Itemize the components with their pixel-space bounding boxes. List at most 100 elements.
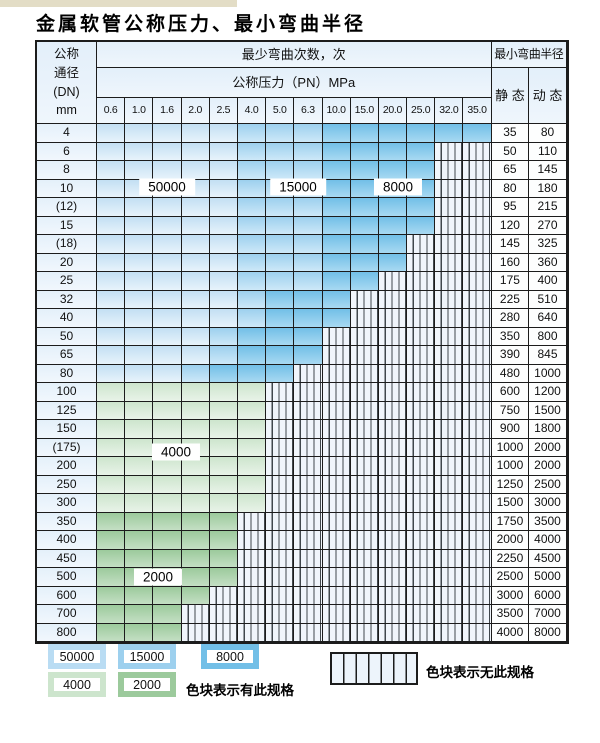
no-spec-cell xyxy=(407,586,436,605)
static-radius-cell: 280 xyxy=(491,309,530,328)
static-radius-cell: 1500 xyxy=(491,494,530,513)
static-radius-cell: 3000 xyxy=(491,586,530,605)
no-spec-cell xyxy=(237,605,267,624)
pressure-title-header: 公称压力（PN）MPa xyxy=(97,68,492,98)
cycle-cell-8000 xyxy=(322,290,351,309)
cycle-cell-4000 xyxy=(209,383,238,402)
dn-header-line: mm xyxy=(56,103,77,118)
cycle-cell-8000 xyxy=(407,124,436,143)
legend-swatch-4000: 4000 xyxy=(48,672,106,697)
no-spec-cell xyxy=(378,364,408,383)
dn-cell: 350 xyxy=(37,512,97,531)
no-spec-cell xyxy=(463,475,492,494)
cycle-cell-2000 xyxy=(125,549,154,568)
no-spec-cell xyxy=(294,401,323,420)
no-spec-cell xyxy=(350,586,379,605)
cycle-cell-8000 xyxy=(294,327,323,346)
no-spec-cell xyxy=(463,346,492,365)
no-spec-cell xyxy=(463,568,492,587)
cycle-cell-50000 xyxy=(153,364,182,383)
cycle-cell-8000 xyxy=(266,309,295,328)
cycle-cell-15000 xyxy=(237,253,267,272)
cycle-cell-4000 xyxy=(209,457,238,476)
cycle-cell-50000 xyxy=(209,161,238,180)
dn-cell: 8 xyxy=(37,161,97,180)
static-radius-cell: 35 xyxy=(491,124,530,143)
no-spec-cell xyxy=(266,512,295,531)
cycle-cell-4000 xyxy=(153,420,182,439)
cycle-cell-4000 xyxy=(125,383,154,402)
cycle-cell-50000 xyxy=(125,142,154,161)
cycle-cell-15000 xyxy=(237,272,267,291)
pressure-value-header: 20.0 xyxy=(378,98,408,124)
pressure-value-header: 1.0 xyxy=(125,98,154,124)
cycle-cell-2000 xyxy=(153,586,182,605)
no-spec-cell xyxy=(294,586,323,605)
cycle-cell-15000 xyxy=(209,327,238,346)
cycle-cell-2000 xyxy=(209,549,238,568)
no-spec-cell xyxy=(322,475,351,494)
cycle-cell-50000 xyxy=(125,327,154,346)
cycle-cell-2000 xyxy=(97,605,126,624)
cycle-cell-15000 xyxy=(237,216,267,235)
no-spec-cell xyxy=(266,586,295,605)
cycle-cell-50000 xyxy=(125,235,154,254)
cycle-cell-8000 xyxy=(407,216,436,235)
static-radius-cell: 50 xyxy=(491,142,530,161)
static-radius-cell: 480 xyxy=(491,364,530,383)
no-spec-cell xyxy=(378,290,408,309)
no-spec-cell xyxy=(463,586,492,605)
cycle-cell-2000 xyxy=(209,568,238,587)
cycle-cell-2000 xyxy=(125,586,154,605)
pressure-value-header: 4.0 xyxy=(237,98,267,124)
cycle-cell-50000 xyxy=(181,272,210,291)
cycle-cell-4000 xyxy=(125,475,154,494)
static-radius-cell: 175 xyxy=(491,272,530,291)
no-spec-cell xyxy=(294,457,323,476)
cycle-cell-50000 xyxy=(209,198,238,217)
cycle-cell-4000 xyxy=(181,475,210,494)
no-spec-cell xyxy=(463,438,492,457)
cycle-cell-50000 xyxy=(97,235,126,254)
no-spec-cell xyxy=(407,605,436,624)
dynamic-radius-cell: 215 xyxy=(529,198,567,217)
no-spec-cell xyxy=(322,531,351,550)
cycle-cell-50000 xyxy=(209,309,238,328)
no-spec-cell xyxy=(322,494,351,513)
legend-swatch-2000: 2000 xyxy=(118,672,176,697)
no-spec-cell xyxy=(181,623,210,642)
no-spec-cell xyxy=(350,327,379,346)
zone-label-15000: 15000 xyxy=(270,178,326,196)
static-radius-cell: 2500 xyxy=(491,568,530,587)
no-spec-cell xyxy=(266,457,295,476)
no-spec-cell xyxy=(407,457,436,476)
no-spec-cell xyxy=(378,531,408,550)
no-spec-cell xyxy=(378,420,408,439)
cycle-cell-50000 xyxy=(181,309,210,328)
no-spec-cell xyxy=(294,512,323,531)
no-spec-cell xyxy=(266,438,295,457)
no-spec-cell xyxy=(407,290,436,309)
cycle-cell-50000 xyxy=(125,198,154,217)
no-spec-cell xyxy=(463,161,492,180)
cycle-cell-8000 xyxy=(294,346,323,365)
cycle-cell-50000 xyxy=(125,346,154,365)
cycle-cell-2000 xyxy=(181,549,210,568)
cycle-cell-8000 xyxy=(350,142,379,161)
no-spec-cell xyxy=(322,438,351,457)
dn-cell: 20 xyxy=(37,253,97,272)
cycle-cell-2000 xyxy=(125,512,154,531)
cycle-cell-15000 xyxy=(237,198,267,217)
no-spec-cell xyxy=(322,401,351,420)
cycle-cell-8000 xyxy=(266,290,295,309)
pressure-value-header: 1.6 xyxy=(153,98,182,124)
dynamic-radius-cell: 510 xyxy=(529,290,567,309)
cycle-cell-8000 xyxy=(266,364,295,383)
cycle-cell-4000 xyxy=(97,457,126,476)
cycle-cell-8000 xyxy=(378,161,408,180)
dn-cell: 300 xyxy=(37,494,97,513)
no-spec-cell xyxy=(435,198,464,217)
no-spec-cell xyxy=(463,401,492,420)
cycle-cell-15000 xyxy=(266,272,295,291)
static-radius-cell: 1000 xyxy=(491,438,530,457)
